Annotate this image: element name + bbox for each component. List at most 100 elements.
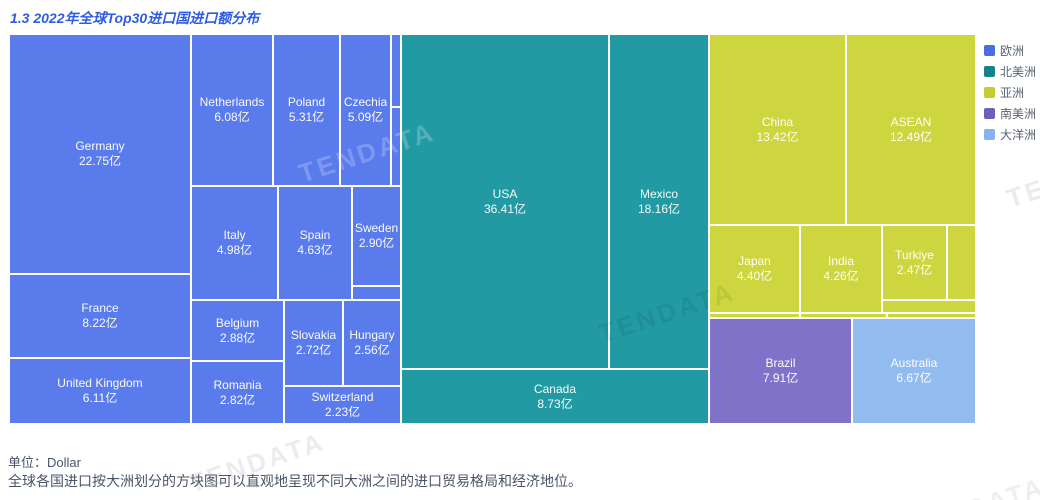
- cell-value-label: 18.16亿: [637, 201, 681, 216]
- treemap-cell-switzerland[interactable]: Switzerland 2.23亿: [285, 387, 400, 423]
- treemap-cell-czechia[interactable]: Czechia 5.09亿: [341, 35, 390, 185]
- legend-swatch-icon: [984, 87, 995, 98]
- unit-label: 单位：Dollar: [8, 455, 81, 470]
- cell-value-label: 6.11亿: [82, 391, 118, 405]
- tendata-watermark: TENDATA: [1003, 141, 1040, 214]
- cell-country-label: Canada: [533, 381, 577, 396]
- cell-country-label: China: [761, 114, 794, 129]
- cell-value-label: 2.56亿: [354, 343, 390, 357]
- treemap-cell-usa[interactable]: USA 36.41亿: [402, 35, 608, 368]
- legend-swatch-icon: [984, 108, 995, 119]
- cell-country-label: Turkiye: [895, 247, 934, 262]
- treemap-cell-slovakia[interactable]: Slovakia 2.72亿: [285, 301, 342, 385]
- cell-value-label: 4.98亿: [216, 243, 253, 257]
- legend-swatch-icon: [984, 66, 995, 77]
- legend-item-4[interactable]: 南美洲: [984, 103, 1036, 124]
- treemap-cell-sweden[interactable]: Sweden 2.90亿: [353, 187, 400, 285]
- cell-country-label: Australia: [890, 356, 938, 370]
- treemap-cell-germany[interactable]: Germany 22.75亿: [10, 35, 190, 273]
- treemap-cell-canada[interactable]: Canada 8.73亿: [402, 370, 708, 423]
- cell-country-label: France: [81, 301, 119, 315]
- treemap-cell-minor[interactable]: [883, 301, 975, 312]
- cell-value-label: 13.42亿: [756, 129, 799, 144]
- treemap-cell-china[interactable]: China 13.42亿: [710, 35, 845, 224]
- legend-label: 欧洲: [1000, 44, 1025, 58]
- cell-country-label: United Kingdom: [57, 376, 143, 390]
- cell-country-label: Sweden: [354, 221, 399, 235]
- legend-item-2[interactable]: 北美洲: [984, 61, 1036, 82]
- treemap-cell-minor[interactable]: [392, 35, 400, 106]
- cell-value-label: 6.67亿: [896, 371, 932, 385]
- treemap-cell-turkiye[interactable]: Turkiye 2.47亿: [883, 226, 946, 299]
- cell-value-label: 6.08亿: [214, 110, 250, 124]
- cell-value-label: 2.72亿: [295, 343, 332, 357]
- treemap-cell-belgium[interactable]: Belgium 2.88亿: [192, 301, 283, 360]
- treemap-cell-minor[interactable]: [710, 314, 799, 317]
- treemap-cell-minor[interactable]: [353, 287, 400, 299]
- treemap-chart: Germany 22.75亿 France 8.22亿 United Kingdom 6.…: [10, 35, 975, 423]
- cell-country-label: Netherlands: [199, 95, 265, 109]
- treemap-cell-australia[interactable]: Australia 6.67亿: [853, 319, 975, 423]
- cell-value-label: 7.91亿: [762, 371, 799, 385]
- tendata-watermark: TENDATA: [905, 471, 1040, 500]
- cell-value-label: 4.26亿: [823, 269, 859, 283]
- treemap-cell-united-kingdom[interactable]: United Kingdom 6.11亿: [10, 359, 190, 423]
- legend-swatch-icon: [984, 45, 995, 56]
- cell-country-label: Poland: [287, 95, 326, 109]
- cell-country-label: Germany: [75, 139, 125, 153]
- cell-value-label: 2.47亿: [896, 262, 933, 277]
- treemap-cell-hungary[interactable]: Hungary 2.56亿: [344, 301, 400, 385]
- treemap-cell-japan[interactable]: Japan 4.40亿: [710, 226, 799, 312]
- cell-country-label: Brazil: [765, 356, 796, 370]
- cell-country-label: India: [827, 254, 855, 268]
- cell-value-label: 22.75亿: [78, 154, 122, 168]
- treemap-cell-netherlands[interactable]: Netherlands 6.08亿: [192, 35, 272, 185]
- legend-item-1[interactable]: 欧洲: [984, 40, 1036, 61]
- cell-country-label: ASEAN: [890, 114, 932, 129]
- cell-value-label: 4.40亿: [736, 269, 773, 283]
- cell-country-label: Italy: [223, 228, 246, 242]
- treemap-cell-mexico[interactable]: Mexico 18.16亿: [610, 35, 708, 368]
- legend-item-5[interactable]: 大洋洲: [984, 124, 1036, 145]
- treemap-cell-france[interactable]: France 8.22亿: [10, 275, 190, 357]
- treemap-cell-india[interactable]: India 4.26亿: [801, 226, 881, 312]
- cell-country-label: Belgium: [215, 315, 260, 330]
- treemap-cell-asean[interactable]: ASEAN 12.49亿: [847, 35, 975, 224]
- legend-label: 亚洲: [1000, 86, 1025, 100]
- cell-value-label: 8.73亿: [537, 396, 573, 411]
- cell-country-label: Mexico: [639, 186, 678, 201]
- cell-value-label: 2.88亿: [219, 330, 256, 345]
- treemap-cell-italy[interactable]: Italy 4.98亿: [192, 187, 277, 299]
- cell-value-label: 36.41亿: [483, 201, 527, 216]
- cell-value-label: 8.22亿: [82, 316, 118, 330]
- legend-label: 大洋洲: [1000, 128, 1037, 142]
- chart-legend: 欧洲北美洲亚洲南美洲大洋洲: [984, 40, 1036, 145]
- cell-value-label: 2.90亿: [358, 236, 395, 250]
- cell-country-label: USA: [492, 186, 518, 201]
- cell-value-label: 4.63亿: [297, 243, 333, 257]
- cell-country-label: Czechia: [343, 95, 388, 109]
- cell-value-label: 5.09亿: [347, 110, 384, 124]
- cell-country-label: Slovakia: [290, 328, 337, 342]
- chart-title: 1.3 2022年全球Top30进口国进口额分布: [10, 10, 260, 26]
- cell-country-label: Romania: [213, 377, 262, 392]
- treemap-cell-spain[interactable]: Spain 4.63亿: [279, 187, 351, 299]
- cell-value-label: 12.49亿: [889, 129, 933, 144]
- cell-country-label: Hungary: [349, 328, 395, 342]
- treemap-cell-minor[interactable]: [888, 314, 975, 317]
- treemap-cell-poland[interactable]: Poland 5.31亿: [274, 35, 339, 185]
- treemap-cell-romania[interactable]: Romania 2.82亿: [192, 362, 283, 423]
- cell-country-label: Spain: [299, 228, 331, 242]
- legend-item-3[interactable]: 亚洲: [984, 82, 1036, 103]
- legend-label: 南美洲: [1000, 107, 1037, 121]
- cell-value-label: 2.23亿: [324, 405, 361, 419]
- treemap-cell-minor[interactable]: [801, 314, 886, 317]
- treemap-cell-minor[interactable]: [948, 226, 975, 299]
- treemap-cell-minor[interactable]: [392, 108, 400, 185]
- legend-label: 北美洲: [1000, 65, 1037, 79]
- treemap-cell-brazil[interactable]: Brazil 7.91亿: [710, 319, 851, 423]
- chart-description: 全球各国进口按大洲划分的方块图可以直观地呈现不同大洲之间的进口贸易格局和经济地位…: [8, 473, 582, 489]
- cell-country-label: Japan: [738, 254, 771, 268]
- cell-value-label: 2.82亿: [219, 392, 256, 407]
